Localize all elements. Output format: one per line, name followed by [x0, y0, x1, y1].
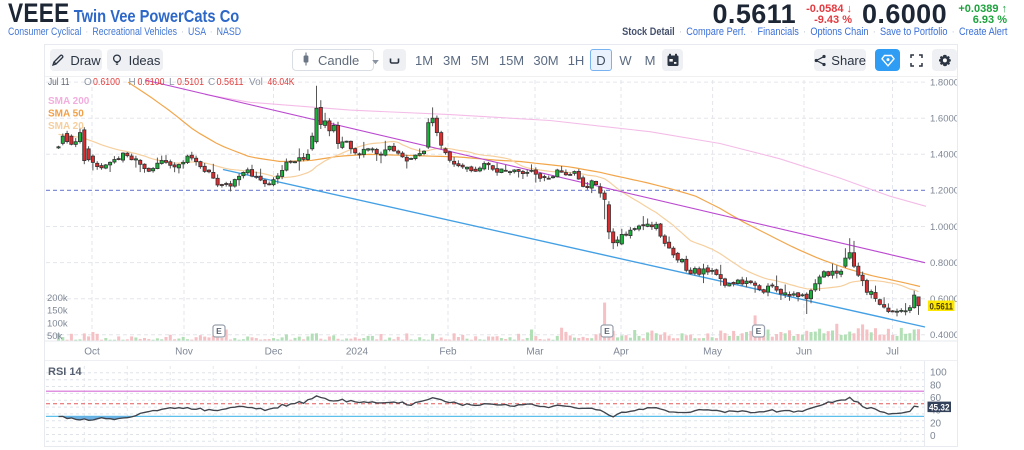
svg-text:Jun: Jun: [796, 347, 812, 358]
svg-text:0.4000: 0.4000: [930, 330, 957, 341]
svg-text:0.8000: 0.8000: [930, 258, 957, 269]
svg-text:200k: 200k: [47, 293, 68, 304]
svg-text:20: 20: [930, 418, 942, 429]
svg-text:RSI 14: RSI 14: [48, 366, 83, 378]
svg-text:45.32: 45.32: [929, 402, 950, 413]
svg-text:0.6000: 0.6000: [930, 294, 957, 305]
svg-text:1.8000: 1.8000: [930, 77, 957, 88]
svg-text:0.5611: 0.5611: [930, 301, 954, 312]
svg-text:1.6000: 1.6000: [930, 114, 957, 125]
svg-text:0.5611: 0.5611: [217, 77, 244, 88]
svg-text:C: C: [208, 77, 215, 88]
svg-text:46.04K: 46.04K: [268, 77, 295, 88]
svg-text:L: L: [169, 77, 175, 88]
svg-text:80: 80: [930, 380, 942, 391]
svg-text:0.5101: 0.5101: [177, 77, 204, 88]
svg-text:Dec: Dec: [265, 347, 283, 358]
svg-text:60: 60: [930, 393, 942, 404]
svg-text:1.4000: 1.4000: [930, 150, 957, 161]
svg-text:May: May: [703, 347, 722, 358]
svg-text:SMA 50: SMA 50: [48, 109, 84, 120]
svg-text:Jul 11: Jul 11: [48, 77, 70, 88]
svg-text:Oct: Oct: [84, 347, 100, 358]
svg-text:0.6100: 0.6100: [138, 77, 165, 88]
svg-text:1.2000: 1.2000: [930, 186, 957, 197]
svg-text:2024: 2024: [346, 347, 369, 358]
svg-text:SMA 20: SMA 20: [48, 121, 84, 132]
svg-text:Feb: Feb: [439, 347, 457, 358]
svg-text:100: 100: [930, 368, 947, 379]
svg-text:100k: 100k: [47, 318, 68, 329]
svg-text:E: E: [216, 326, 222, 336]
svg-text:1.0000: 1.0000: [930, 222, 957, 233]
svg-text:Nov: Nov: [175, 347, 193, 358]
svg-text:H: H: [129, 77, 136, 88]
svg-text:150k: 150k: [47, 306, 68, 317]
svg-text:O: O: [84, 77, 92, 88]
svg-text:Apr: Apr: [613, 347, 629, 358]
svg-text:Mar: Mar: [526, 347, 544, 358]
svg-text:50k: 50k: [47, 331, 63, 342]
svg-text:Jul: Jul: [886, 347, 899, 358]
svg-text:SMA 200: SMA 200: [48, 96, 90, 107]
svg-text:E: E: [604, 326, 610, 336]
svg-text:0: 0: [930, 431, 936, 442]
svg-text:0.6100: 0.6100: [93, 77, 120, 88]
svg-text:E: E: [756, 326, 762, 336]
svg-text:Vol: Vol: [249, 77, 263, 88]
